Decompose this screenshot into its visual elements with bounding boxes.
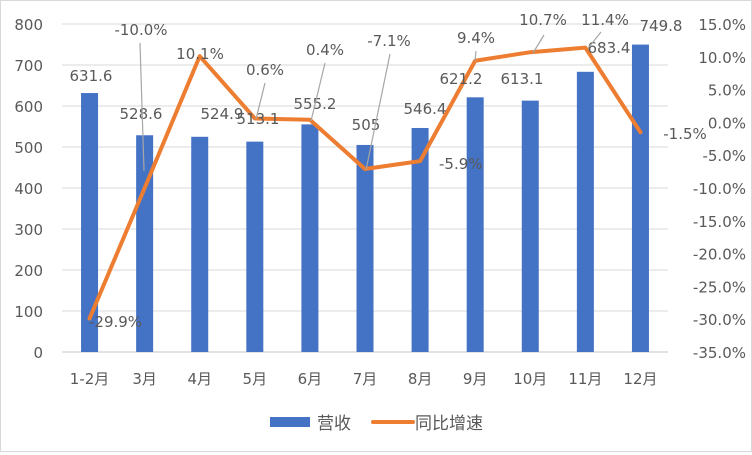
- left-axis-tick: 100: [14, 303, 43, 321]
- bar-data-label: 505: [352, 116, 381, 134]
- legend-bar-label: 营收: [317, 414, 351, 434]
- left-axis-tick: 200: [14, 262, 43, 280]
- leader-line: [365, 53, 391, 171]
- left-axis-tick: 0: [33, 344, 43, 362]
- line-data-label: -29.9%: [89, 313, 142, 331]
- line-data-label: -1.5%: [663, 125, 707, 143]
- line-data-label: 11.4%: [581, 11, 629, 29]
- line-data-label: 0.4%: [306, 41, 344, 59]
- left-axis-tick: 600: [14, 98, 43, 116]
- right-axis-tick: -15.0%: [693, 213, 746, 231]
- legend-bar-swatch-icon: [270, 417, 310, 427]
- category-label: 7月: [353, 370, 378, 388]
- category-label: 6月: [298, 370, 323, 388]
- right-axis-tick: 5.0%: [708, 82, 746, 100]
- leader-line: [588, 31, 602, 48]
- left-axis-tick: 400: [14, 180, 43, 198]
- line-data-label: 10.7%: [519, 11, 567, 29]
- right-axis-tick: -10.0%: [693, 180, 746, 198]
- line-data-label: -5.9%: [439, 155, 483, 173]
- bar-revenue[interactable]: [191, 136, 209, 352]
- leader-line: [310, 62, 326, 122]
- bar-data-label: 546.4: [404, 100, 447, 118]
- legend-line-label: 同比增速: [415, 414, 483, 434]
- bar-revenue[interactable]: [356, 144, 374, 352]
- leader-line: [255, 82, 266, 120]
- left-axis-tick: 300: [14, 221, 43, 239]
- category-label: 1-2月: [70, 370, 110, 388]
- category-label: 10月: [513, 370, 547, 388]
- right-axis-tick: -35.0%: [693, 344, 746, 362]
- right-axis-tick: 15.0%: [698, 16, 746, 34]
- bar-data-label: 631.6: [70, 67, 113, 85]
- bar-revenue[interactable]: [411, 127, 429, 352]
- left-axis-tick: 700: [14, 57, 43, 75]
- bar-data-label: 513.1: [237, 110, 280, 128]
- right-axis-tick: 0.0%: [708, 114, 746, 132]
- bar-data-label: 613.1: [501, 70, 544, 88]
- category-label: 12月: [623, 370, 657, 388]
- leader-line: [139, 42, 145, 172]
- bar-data-label: 683.4: [588, 39, 631, 57]
- line-data-label: 10.1%: [176, 45, 224, 63]
- right-axis-tick: -20.0%: [693, 246, 746, 264]
- line-data-label: -7.1%: [367, 32, 411, 50]
- bar-revenue[interactable]: [301, 124, 319, 352]
- bar-revenue[interactable]: [521, 100, 539, 352]
- category-label: 5月: [243, 370, 268, 388]
- category-label: 4月: [187, 370, 212, 388]
- bar-revenue[interactable]: [81, 93, 99, 352]
- left-axis-tick: 800: [14, 16, 43, 34]
- bar-data-label: 524.9: [201, 105, 244, 123]
- category-label: 3月: [132, 370, 157, 388]
- right-axis-tick: -5.0%: [702, 147, 746, 165]
- bar-revenue[interactable]: [136, 135, 154, 352]
- legend: 营收 同比增速: [270, 414, 483, 434]
- bar-revenue[interactable]: [631, 44, 649, 352]
- line-data-label: 0.6%: [246, 61, 284, 79]
- right-axis-tick: 10.0%: [698, 49, 746, 67]
- category-label: 9月: [463, 370, 488, 388]
- bar-data-label: 528.6: [120, 105, 163, 123]
- line-data-label: 9.4%: [457, 29, 495, 47]
- bar-revenue[interactable]: [576, 71, 594, 352]
- right-axis-tick: -30.0%: [693, 311, 746, 329]
- category-label: 11月: [568, 370, 602, 388]
- left-axis-tick: 500: [14, 139, 43, 157]
- bar-data-label: 749.8: [640, 17, 683, 35]
- right-axis-tick: -25.0%: [693, 278, 746, 296]
- bar-revenue[interactable]: [466, 97, 484, 352]
- bar-data-label: 621.2: [440, 70, 483, 88]
- category-label: 8月: [408, 370, 433, 388]
- line-data-label: -10.0%: [114, 21, 167, 39]
- line-growth[interactable]: [87, 45, 643, 321]
- bar-revenue[interactable]: [246, 141, 264, 352]
- leader-line: [532, 34, 545, 54]
- leader-line: [474, 50, 477, 62]
